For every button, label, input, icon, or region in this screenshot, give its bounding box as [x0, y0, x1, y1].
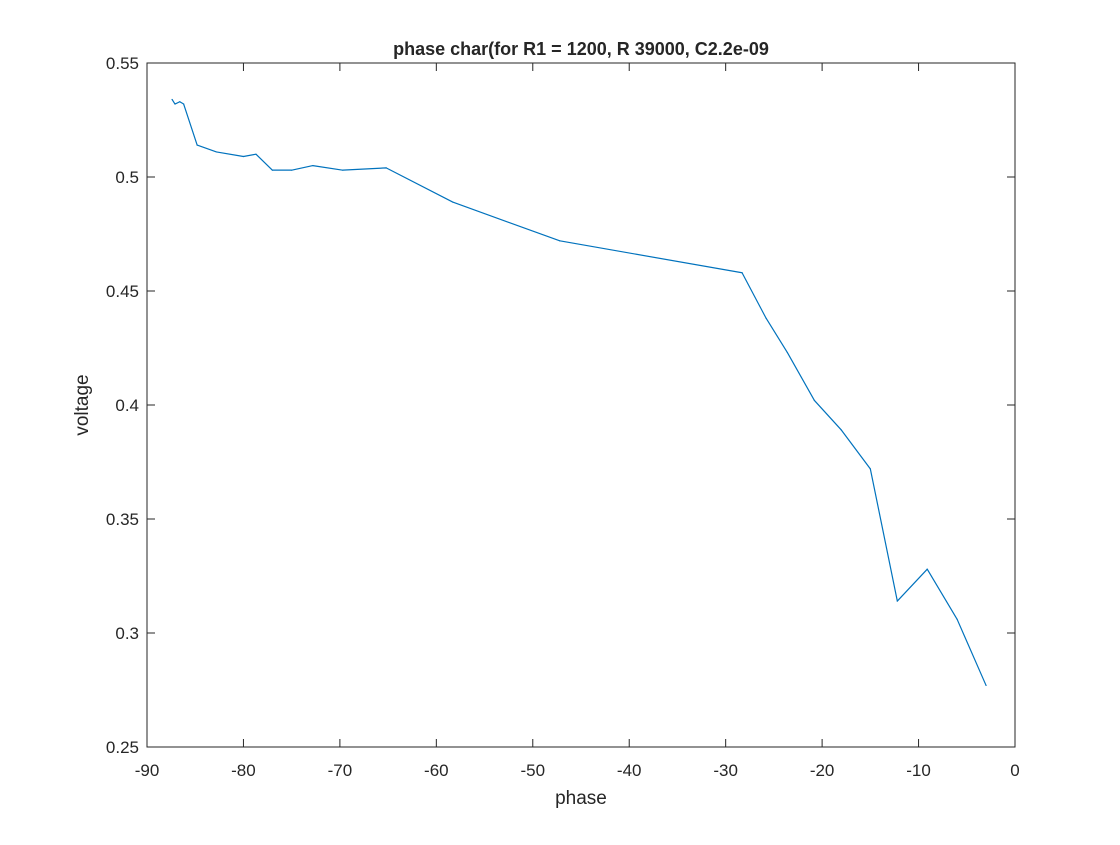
data-point: [840, 429, 843, 431]
chart-title: phase char(for R1 = 1200, R 39000, C2.2e…: [393, 39, 769, 59]
x-tick-label: -30: [713, 761, 738, 780]
y-axis-label: voltage: [72, 374, 93, 435]
data-point: [385, 167, 387, 169]
data-point: [869, 468, 871, 470]
y-tick-label: 0.25: [106, 738, 139, 757]
data-point: [985, 684, 987, 687]
y-tick-label: 0.45: [106, 282, 139, 301]
data-point: [813, 399, 815, 402]
x-axis-label: phase: [555, 788, 607, 809]
y-tick-label: 0.3: [115, 624, 139, 643]
x-tick-label: -70: [328, 761, 353, 780]
data-point: [741, 272, 743, 274]
x-tick-label: -10: [906, 761, 931, 780]
x-tick-label: 0: [1010, 761, 1019, 780]
data-point: [926, 568, 928, 570]
data-point: [179, 101, 181, 103]
x-tick-label: -80: [231, 761, 256, 780]
data-point: [255, 153, 257, 155]
data-point: [242, 155, 245, 158]
x-tick-label: -90: [135, 761, 160, 780]
data-point: [342, 169, 344, 171]
x-tick-label: -60: [424, 761, 449, 780]
data-point: [312, 165, 314, 167]
x-tick-label: -50: [520, 761, 545, 780]
y-tick-label: 0.4: [115, 396, 139, 415]
data-point: [215, 151, 218, 153]
data-point: [956, 618, 958, 620]
data-point: [896, 600, 898, 602]
data-point: [174, 103, 176, 105]
y-tick-label: 0.35: [106, 510, 139, 529]
data-point: [196, 144, 198, 146]
data-point: [183, 103, 185, 105]
data-point: [786, 351, 788, 354]
data-point: [271, 169, 273, 171]
data-point: [452, 201, 454, 203]
y-tick-label: 0.5: [115, 168, 139, 187]
ticks: [146, 62, 1016, 748]
data-point: [171, 98, 173, 101]
tick-labels: -90 -80 -70 -60 -50 -40 -30 -20 -10 0 0.25 0.3 0.35 0…: [106, 54, 1020, 780]
x-tick-label: -40: [617, 761, 642, 780]
data-point: [559, 240, 561, 242]
data-point: [291, 169, 293, 171]
y-tick-label: 0.55: [106, 54, 139, 73]
data-point: [765, 317, 767, 319]
plot-area: [147, 63, 1015, 747]
x-tick-label: -20: [810, 761, 835, 780]
